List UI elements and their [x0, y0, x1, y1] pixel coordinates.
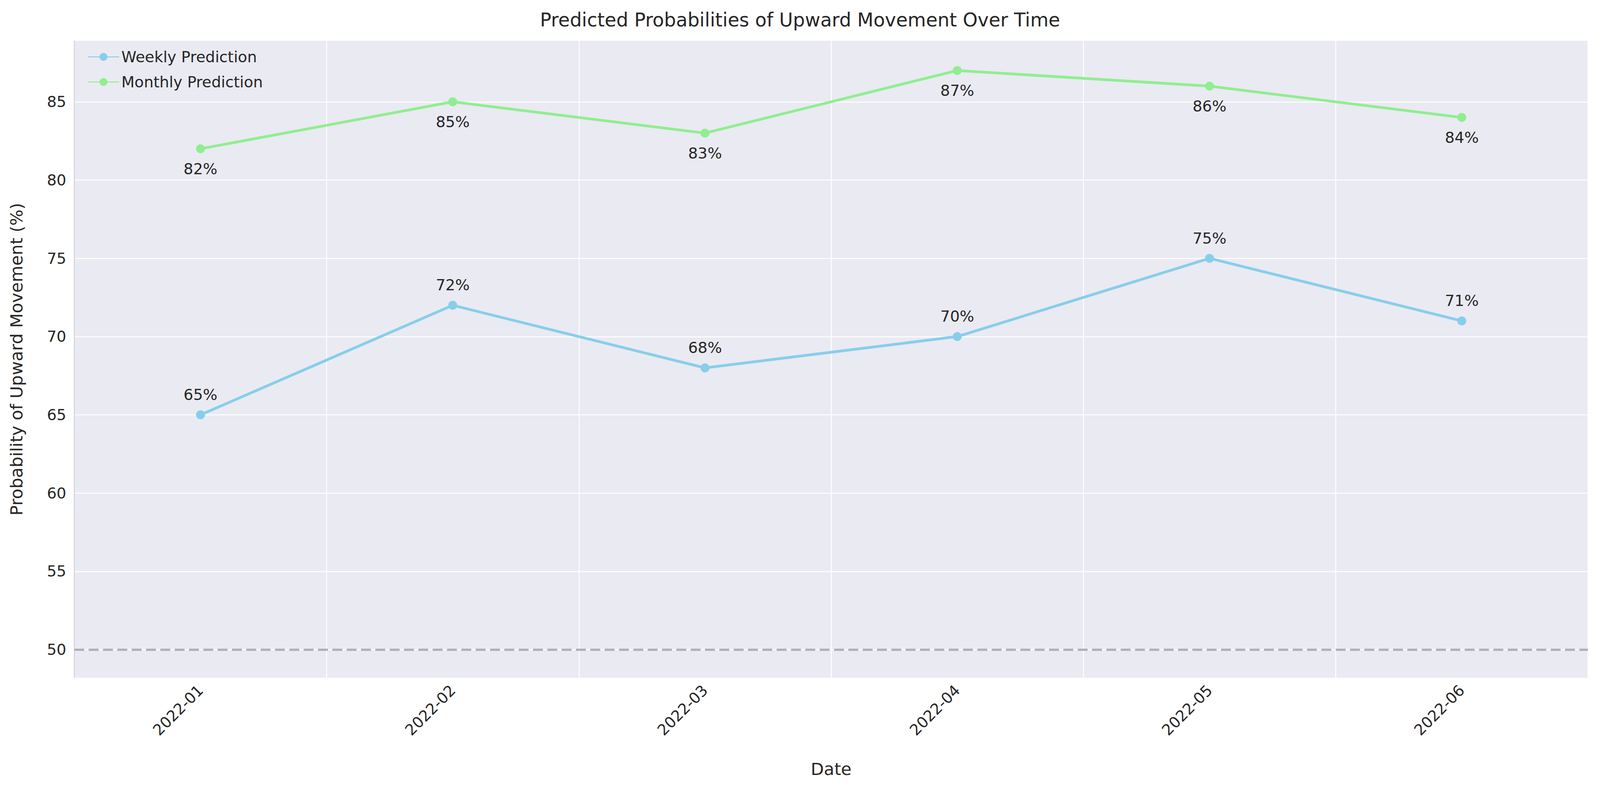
svg-text:2022-02: 2022-02	[401, 681, 460, 740]
svg-text:2022-03: 2022-03	[653, 681, 712, 740]
svg-text:86%: 86%	[1192, 97, 1227, 116]
svg-text:85%: 85%	[435, 112, 470, 131]
svg-text:60: 60	[47, 484, 67, 503]
svg-text:80: 80	[47, 171, 67, 190]
svg-text:55: 55	[47, 562, 67, 581]
svg-text:65%: 65%	[183, 385, 218, 404]
svg-text:2022-04: 2022-04	[906, 681, 964, 740]
svg-text:75: 75	[47, 249, 67, 268]
svg-text:Predicted Probabilities of Upw: Predicted Probabilities of Upward Moveme…	[539, 8, 1060, 31]
svg-text:Date: Date	[810, 759, 852, 779]
svg-text:Probability of Upward Movement: Probability of Upward Movement (%)	[6, 202, 27, 516]
svg-text:83%: 83%	[688, 144, 723, 163]
svg-text:70%: 70%	[940, 307, 975, 326]
svg-text:Weekly Prediction: Weekly Prediction	[121, 47, 257, 66]
svg-text:70: 70	[47, 327, 67, 346]
svg-text:72%: 72%	[435, 275, 470, 294]
svg-text:Monthly Prediction: Monthly Prediction	[121, 73, 263, 91]
svg-text:68%: 68%	[688, 338, 723, 357]
svg-text:2022-01: 2022-01	[149, 681, 207, 740]
svg-text:87%: 87%	[940, 81, 975, 100]
svg-text:2022-05: 2022-05	[1158, 681, 1217, 740]
svg-text:85: 85	[47, 92, 67, 111]
svg-text:84%: 84%	[1445, 128, 1480, 147]
svg-text:75%: 75%	[1192, 229, 1227, 248]
svg-text:50: 50	[47, 640, 67, 659]
svg-text:2022-06: 2022-06	[1410, 681, 1469, 740]
svg-text:71%: 71%	[1445, 291, 1480, 310]
svg-text:65: 65	[47, 405, 67, 424]
svg-text:82%: 82%	[183, 159, 218, 178]
